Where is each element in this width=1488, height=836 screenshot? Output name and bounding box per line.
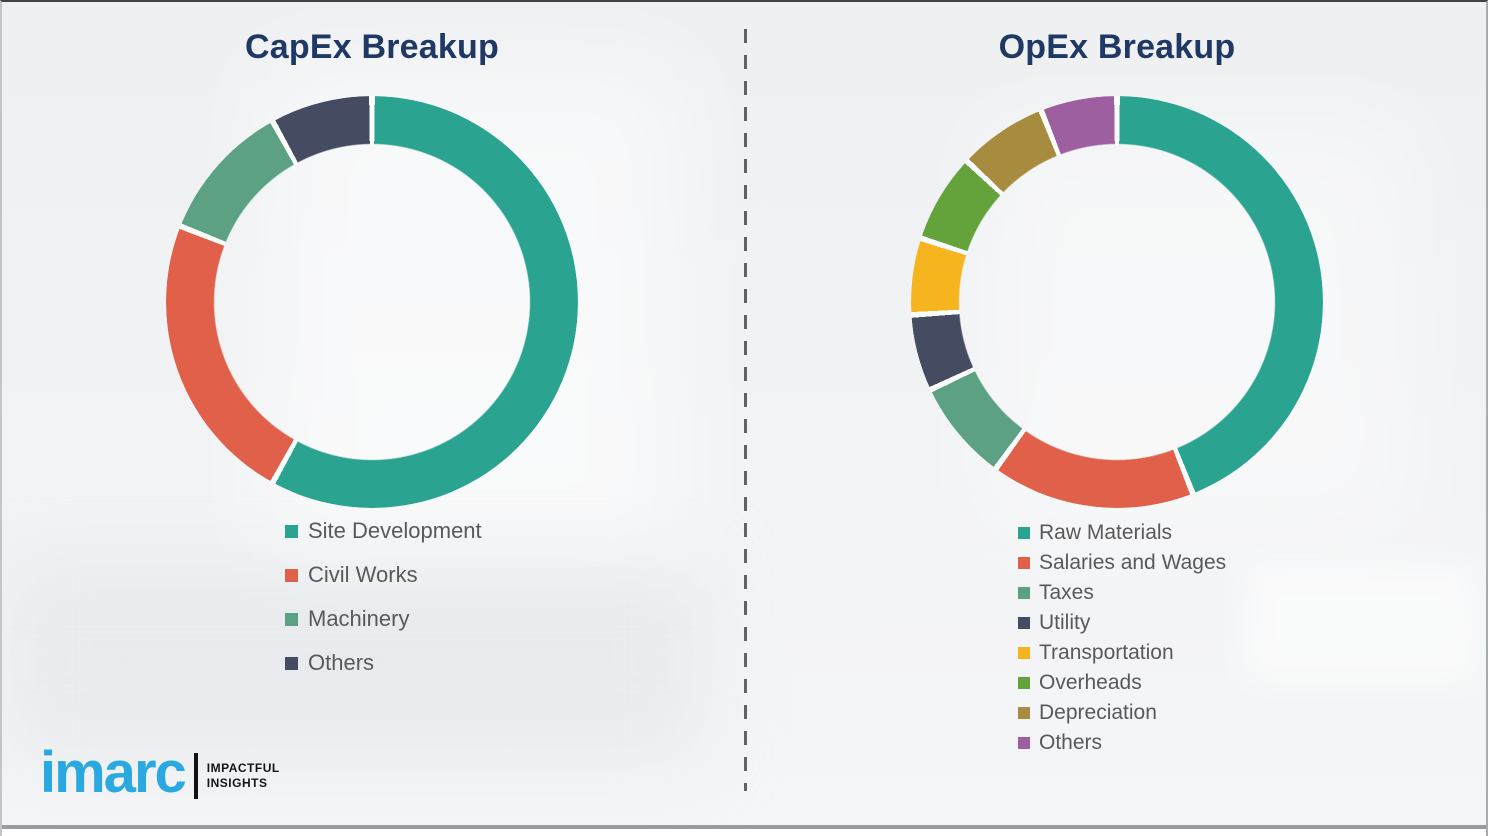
opex-legend: Raw Materials Salaries and Wages Taxes Util… [1018, 518, 1226, 758]
logo-tagline: IMPACTFUL INSIGHTS [207, 761, 280, 791]
legend-swatch [285, 524, 298, 538]
legend-label: Salaries and Wages [1039, 551, 1227, 574]
legend-swatch [1018, 587, 1030, 599]
dashed-divider-line [744, 29, 747, 791]
legend-label: Others [308, 650, 375, 675]
legend-swatch [1018, 527, 1030, 539]
legend-label: Overheads [1039, 671, 1142, 694]
legend-swatch [1018, 737, 1030, 749]
legend-item: Transportation [1018, 638, 1226, 668]
imarc-logo: imarc IMPACTFUL INSIGHTS [40, 744, 280, 802]
opex-chart-title: OpEx Breakup [998, 28, 1236, 66]
legend-item: Utility [1018, 608, 1226, 638]
legend-item: Overheads [1018, 668, 1226, 698]
logo-tagline-line2: INSIGHTS [206, 776, 268, 790]
background-texture-patch [1242, 562, 1482, 682]
legend-swatch [1018, 647, 1030, 659]
capex-chart-title: CapEx Breakup [245, 28, 499, 66]
legend-item: Site Development [285, 509, 482, 553]
logo-divider-bar [193, 753, 198, 799]
legend-label: Raw Materials [1039, 521, 1173, 544]
legend-swatch [1018, 617, 1030, 629]
legend-label: Transportation [1039, 641, 1174, 664]
legend-swatch [1018, 707, 1030, 719]
capex-donut-chart [166, 96, 578, 508]
legend-item: Others [285, 641, 482, 685]
legend-swatch [285, 568, 298, 582]
opex-donut-chart [911, 96, 1323, 508]
legend-label: Site Development [308, 518, 482, 543]
legend-item: Others [1018, 728, 1226, 758]
legend-label: Machinery [308, 606, 410, 631]
legend-swatch [285, 612, 298, 626]
legend-item: Machinery [285, 597, 482, 641]
legend-item: Civil Works [285, 553, 482, 597]
legend-label: Utility [1039, 611, 1091, 634]
legend-swatch [1018, 557, 1030, 569]
legend-label: Others [1039, 731, 1103, 754]
bottom-border-line [2, 825, 1486, 829]
legend-label: Taxes [1039, 581, 1094, 604]
capex-legend: Site Development Civil Works Machinery Othe… [285, 509, 482, 685]
legend-label: Depreciation [1039, 701, 1157, 724]
legend-item: Taxes [1018, 578, 1226, 608]
imarc-wordmark: imarc [40, 740, 187, 805]
logo-tagline-line1: IMPACTFUL [206, 761, 280, 775]
legend-item: Salaries and Wages [1018, 548, 1226, 578]
legend-item: Raw Materials [1018, 518, 1226, 548]
legend-label: Civil Works [308, 562, 418, 587]
legend-item: Depreciation [1018, 698, 1226, 728]
bottom-margin-strip [2, 829, 1486, 836]
legend-swatch [1018, 677, 1030, 689]
legend-swatch [285, 656, 298, 670]
